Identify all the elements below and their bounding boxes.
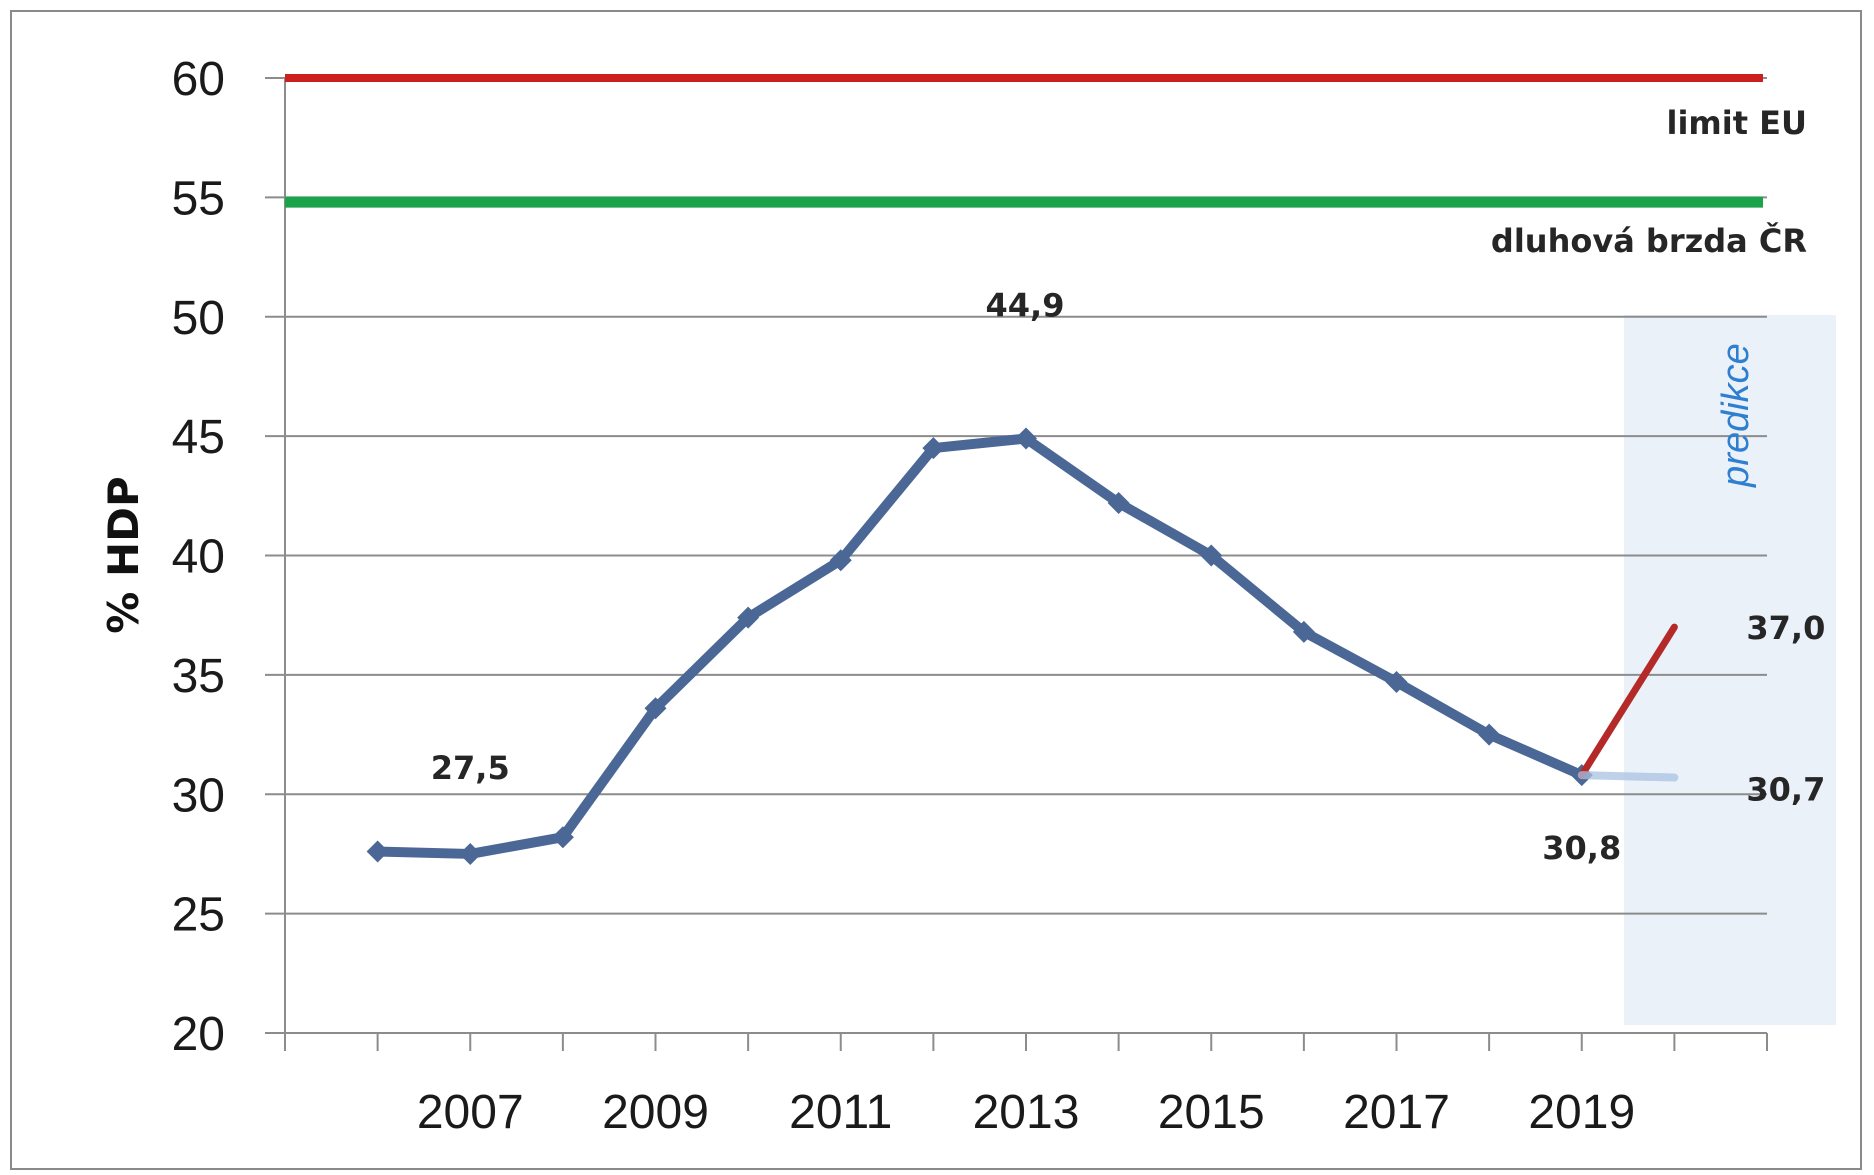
y-tick-label: 55 [172, 172, 225, 225]
y-tick-label: 35 [172, 650, 225, 703]
data-point-marker [1292, 620, 1315, 643]
data-point-marker [1107, 491, 1130, 514]
x-tick-label: 2019 [1528, 1086, 1635, 1139]
x-tick-label: 2007 [417, 1086, 524, 1139]
y-tick-label: 60 [172, 53, 225, 106]
x-tick-label: 2011 [789, 1086, 892, 1139]
y-tick-label: 25 [172, 889, 225, 942]
forecast-region [1624, 315, 1836, 1025]
x-tick-labels: 2007 2009 2011 2013 2015 2017 2019 [417, 1086, 1635, 1139]
data-point-marker [459, 842, 482, 865]
data-point-marker [1385, 671, 1408, 694]
y-tick-label: 50 [172, 292, 225, 345]
data-labels: 27,5 44,9 30,8 37,0 30,7 [431, 287, 1826, 868]
forecast-label: predikce [1715, 343, 1757, 488]
y-tick-label: 30 [172, 769, 225, 822]
data-label: 37,0 [1746, 609, 1825, 647]
series-lines [366, 427, 1679, 865]
y-axis-label: % HDP [99, 476, 148, 634]
data-point-marker [1478, 723, 1501, 746]
data-point-marker [829, 549, 852, 572]
data-point-marker [922, 437, 945, 460]
y-tick-label: 20 [172, 1008, 225, 1061]
data-label: 27,5 [431, 749, 510, 787]
data-label: 30,7 [1746, 771, 1825, 809]
x-tick-label: 2009 [602, 1086, 709, 1139]
x-tick-label: 2015 [1158, 1086, 1265, 1139]
y-tick-label: 45 [172, 411, 225, 464]
y-tick-label: 40 [172, 531, 225, 584]
data-point-marker [1015, 427, 1037, 450]
data-point-marker [737, 606, 760, 629]
series-line [1578, 623, 1678, 779]
data-point-marker [551, 826, 574, 849]
x-tick-label: 2017 [1343, 1086, 1450, 1139]
data-point-marker [366, 840, 389, 863]
data-label: 30,8 [1542, 829, 1621, 867]
data-point-marker [644, 697, 667, 720]
series-line [1577, 771, 1679, 782]
axes [284, 78, 1768, 1051]
reference-line-label: dluhová brzda ČR [1491, 221, 1807, 260]
reference-line-label: limit EU [1666, 104, 1807, 142]
reference-lines: limit EU dluhová brzda ČR [285, 74, 1807, 260]
x-tick-label: 2013 [973, 1086, 1080, 1139]
data-point-marker [1200, 544, 1223, 567]
y-tick-labels: 20 25 30 35 40 45 50 55 60 [172, 53, 225, 1061]
data-label: 44,9 [986, 287, 1065, 325]
series-line [372, 433, 1587, 859]
